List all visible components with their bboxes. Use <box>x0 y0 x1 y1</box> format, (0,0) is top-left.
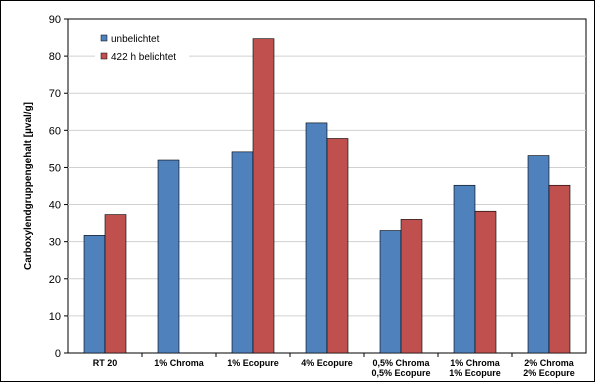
legend-box <box>95 29 189 67</box>
y-tick-label: 40 <box>49 200 61 212</box>
y-axis-title: Carboxylendgruppengehalt [µval/g] <box>23 102 34 270</box>
y-tick-label: 10 <box>49 311 61 323</box>
y-tick-label: 20 <box>49 274 61 286</box>
x-category-label: 1% Ecopure <box>449 368 501 378</box>
bar-unbelichtet <box>305 122 328 354</box>
x-category-label: RT 20 <box>93 358 118 368</box>
bar-belichtet <box>474 210 497 354</box>
bar-unbelichtet <box>453 184 476 354</box>
bar-belichtet <box>252 38 275 354</box>
legend-swatch <box>100 52 108 60</box>
y-tick-label: 90 <box>49 14 61 26</box>
bar-unbelichtet <box>157 159 180 354</box>
bar-unbelichtet <box>83 235 106 354</box>
x-category-label: 2% Ecopure <box>523 368 575 378</box>
y-tick-label: 70 <box>49 88 61 100</box>
x-category-label: 4% Ecopure <box>301 358 353 368</box>
y-tick-label: 50 <box>49 162 61 174</box>
legend-label: unbelichtet <box>111 34 160 45</box>
bar-belichtet <box>548 184 571 354</box>
bar-belichtet <box>400 219 423 354</box>
bar-unbelichtet <box>231 151 254 354</box>
y-tick-label: 30 <box>49 237 61 249</box>
x-category-label: 0,5% Ecopure <box>371 368 430 378</box>
bar-unbelichtet <box>527 155 550 354</box>
bar-unbelichtet <box>379 230 402 354</box>
x-category-label: 1% Chroma <box>154 358 205 368</box>
x-category-label: 2% Chroma <box>524 358 575 368</box>
x-category-label: 0,5% Chroma <box>372 358 430 368</box>
x-category-label: 1% Chroma <box>450 358 501 368</box>
y-tick-label: 60 <box>49 125 61 137</box>
bar-belichtet <box>326 138 349 354</box>
y-tick-label: 0 <box>55 348 61 360</box>
legend-label: 422 h belichtet <box>111 52 176 63</box>
bar-belichtet <box>104 214 127 354</box>
legend-swatch <box>100 34 108 42</box>
y-tick-label: 80 <box>49 51 61 63</box>
x-category-label: 1% Ecopure <box>227 358 279 368</box>
